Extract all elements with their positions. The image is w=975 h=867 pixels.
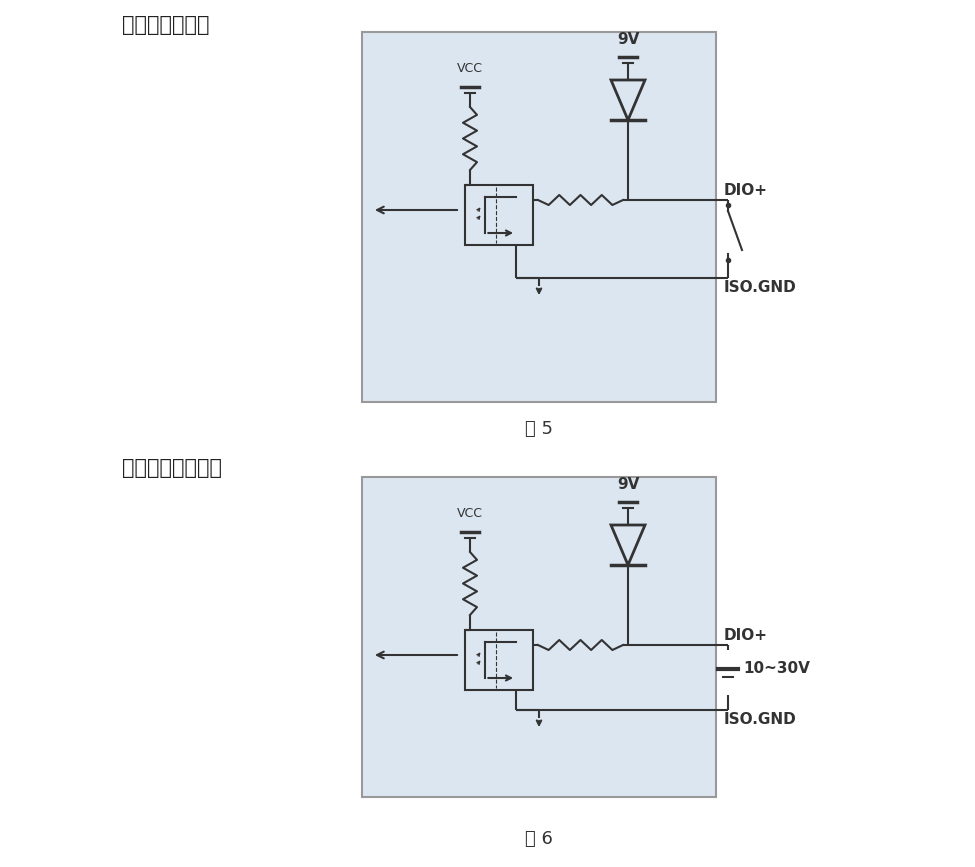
Text: 湿接点共阴极接线: 湿接点共阴极接线	[122, 458, 222, 478]
Text: 9V: 9V	[617, 477, 640, 492]
Bar	[362, 32, 716, 402]
Text: 图 5: 图 5	[525, 420, 553, 438]
Text: DIO+: DIO+	[724, 183, 768, 198]
Text: 干接点信号输入: 干接点信号输入	[122, 15, 210, 35]
Bar	[362, 477, 716, 797]
Text: ISO.GND: ISO.GND	[724, 280, 797, 295]
Text: 图 6: 图 6	[526, 830, 553, 848]
Bar	[465, 630, 533, 690]
Text: DIO+: DIO+	[724, 628, 768, 643]
Text: VCC: VCC	[457, 507, 483, 520]
Text: 10~30V: 10~30V	[743, 661, 810, 676]
Text: VCC: VCC	[457, 62, 483, 75]
Bar	[465, 185, 533, 245]
Text: ISO.GND: ISO.GND	[724, 712, 797, 727]
Text: 9V: 9V	[617, 32, 640, 47]
